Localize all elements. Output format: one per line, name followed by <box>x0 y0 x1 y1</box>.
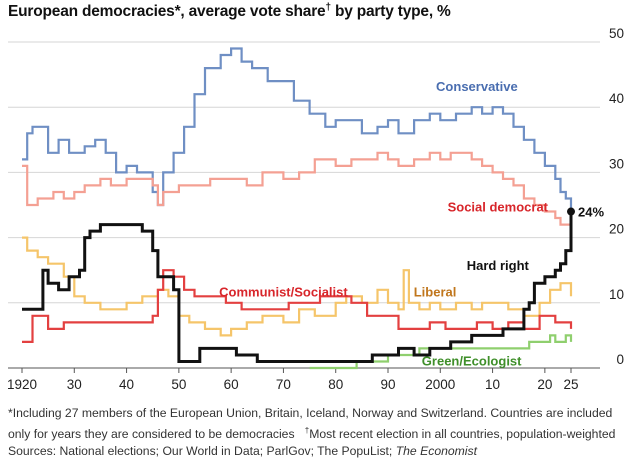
hard-right-end-marker <box>567 207 575 216</box>
series-line-social-democrat <box>22 151 573 226</box>
series-lines <box>22 47 573 370</box>
line-chart: 0 10 20 30 40 50 1920 30 40 50 60 70 80 90 2000 10 20 25… <box>7 26 624 392</box>
series-label-liberal: Liberal <box>414 284 457 299</box>
chart-title-dagger: † <box>325 2 331 13</box>
y-tick-label-40: 40 <box>609 91 624 106</box>
series-line-communist-socialist <box>22 269 573 343</box>
series-line-liberal <box>22 236 573 337</box>
footnote-source-economist: The Economist <box>395 444 477 459</box>
series-line-conservative <box>22 47 573 212</box>
x-tick-label-2020: 20 <box>537 377 552 392</box>
x-tick-label-1970: 70 <box>276 377 291 392</box>
footnote-sources: Sources: National elections; Our World i… <box>8 444 396 459</box>
y-tick-label-30: 30 <box>609 156 624 171</box>
footnote-line-1: *Including 27 members of the European Un… <box>8 406 613 420</box>
y-tick-label-10: 10 <box>609 287 624 302</box>
series-label-conservative: Conservative <box>436 79 518 94</box>
series-label-green-ecologist: Green/Ecologist <box>422 353 522 368</box>
chart-title: European democracies*, average vote shar… <box>8 2 451 21</box>
x-tick-label-2010: 10 <box>485 377 500 392</box>
series-label-social-democrat: Social democrat <box>448 200 549 215</box>
x-tick-label-2025: 25 <box>563 377 578 392</box>
footnote-line-2a: only for years they are considered to be… <box>8 427 295 442</box>
series-label-communist-socialist: Communist/Socialist <box>219 284 348 299</box>
x-tick-label-2000: 2000 <box>425 377 455 392</box>
footnote-dagger: † <box>304 426 310 435</box>
x-tick-label-1960: 60 <box>224 377 239 392</box>
y-tick-label-50: 50 <box>609 26 624 41</box>
footnote-line-3: Sources: National elections; Our World i… <box>8 443 633 460</box>
x-tick-label-1980: 80 <box>328 377 343 392</box>
x-tick-label-1990: 90 <box>380 377 395 392</box>
x-axis-ticks: 1920 30 40 50 60 70 80 90 2000 10 20 25 <box>7 368 579 392</box>
chart-title-suffix: by party type, % <box>330 3 451 21</box>
footnote-line-2b: Most recent election in all countries, p… <box>309 427 616 442</box>
chart-title-text: European democracies*, average vote shar… <box>8 3 326 21</box>
y-axis-ticks: 0 10 20 30 40 50 <box>609 26 624 367</box>
x-tick-label-1920: 1920 <box>7 377 37 392</box>
x-tick-label-1950: 50 <box>171 377 186 392</box>
footnote: *Including 27 members of the European Un… <box>8 405 633 460</box>
series-labels: Conservative Social democrat Hard right Lib… <box>219 79 604 368</box>
y-tick-label-20: 20 <box>609 222 624 237</box>
series-label-hard-right: Hard right <box>467 258 530 273</box>
y-tick-label-0: 0 <box>616 352 624 367</box>
x-tick-label-1930: 30 <box>67 377 82 392</box>
x-tick-label-1940: 40 <box>119 377 134 392</box>
series-line-hard-right <box>22 211 573 363</box>
end-value-annotation: 24% <box>578 205 604 220</box>
footnote-line-2: only for years they are considered to be… <box>8 422 633 443</box>
